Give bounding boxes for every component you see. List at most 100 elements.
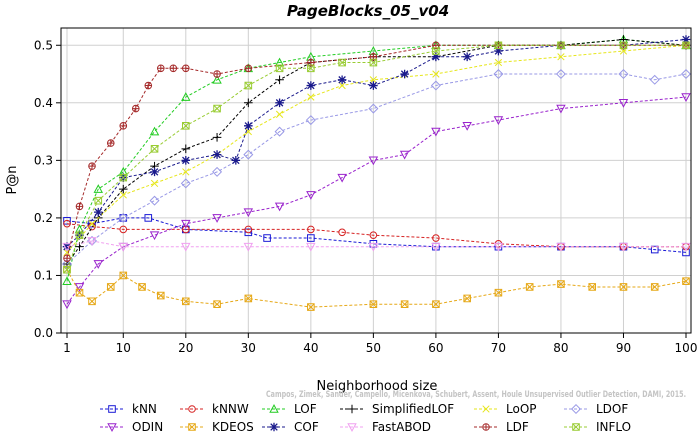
data-point-ldf-2 bbox=[88, 162, 96, 170]
data-point-ldf-0 bbox=[63, 254, 71, 262]
series-line-loop bbox=[66, 44, 687, 253]
series-inflo bbox=[63, 41, 690, 274]
data-point-inflo-12 bbox=[432, 47, 440, 55]
y-tick-label-0: 0.0 bbox=[34, 326, 53, 340]
data-point-simplifiedlof-8 bbox=[275, 75, 284, 85]
legend-marker-knnw bbox=[188, 405, 196, 413]
x-axis-label: Neighborhood size bbox=[317, 379, 438, 394]
citation-text: Campos, Zimek, Sander, Campello, Micenko… bbox=[266, 390, 686, 400]
data-point-kdeos-21 bbox=[682, 277, 690, 286]
data-point-inflo-4 bbox=[150, 145, 159, 153]
data-point-kdeos-15 bbox=[494, 288, 503, 297]
data-point-inflo-11 bbox=[369, 58, 378, 67]
data-point-kdeos-10 bbox=[307, 303, 315, 311]
data-point-ldof-10 bbox=[430, 80, 441, 91]
data-point-ldof-11 bbox=[493, 69, 504, 80]
legend-marker-loop bbox=[482, 405, 490, 413]
data-point-fastabod-4 bbox=[243, 242, 254, 252]
data-point-kdeos-8 bbox=[213, 300, 221, 309]
y-axis-label: P@n bbox=[5, 165, 20, 194]
y-tick-label-4: 0.4 bbox=[34, 96, 53, 110]
data-point-odin-12 bbox=[399, 150, 410, 160]
data-point-fastabod-0 bbox=[62, 242, 72, 252]
data-point-kdeos-14 bbox=[463, 294, 471, 303]
data-point-ldof-14 bbox=[649, 74, 660, 85]
data-point-loop-7 bbox=[275, 110, 284, 118]
data-point-knn-3 bbox=[144, 214, 153, 222]
x-tick-label-5: 50 bbox=[366, 341, 381, 355]
legend-marker-lof bbox=[269, 404, 279, 413]
data-point-loop-10 bbox=[369, 76, 378, 84]
data-point-kdeos-1 bbox=[75, 288, 84, 297]
x-tick-label-6: 60 bbox=[428, 341, 443, 355]
data-point-loop-2 bbox=[119, 191, 127, 199]
data-point-fastabod-6 bbox=[368, 242, 379, 252]
legend-item-loop: LoOP bbox=[474, 402, 537, 416]
data-point-cof-7 bbox=[231, 156, 241, 165]
data-point-ldf-6 bbox=[144, 81, 153, 90]
data-point-inflo-7 bbox=[244, 81, 253, 90]
data-point-cof-14 bbox=[431, 52, 441, 62]
data-point-knnw-7 bbox=[369, 231, 378, 239]
legend-marker-knn bbox=[108, 405, 116, 413]
data-point-odin-6 bbox=[212, 214, 222, 223]
data-point-ldof-2 bbox=[118, 212, 129, 223]
data-point-fastabod-5 bbox=[306, 242, 316, 252]
legend-label-simplifiedlof: SimplifiedLOF bbox=[372, 402, 454, 416]
data-point-inflo-6 bbox=[213, 104, 221, 113]
data-point-odin-18 bbox=[681, 93, 691, 103]
data-point-odin-11 bbox=[368, 156, 379, 166]
legend-item-ldf: LDF bbox=[474, 420, 529, 434]
data-point-ldof-4 bbox=[180, 178, 191, 189]
x-tick-label-0: 1 bbox=[63, 341, 71, 355]
x-tick-label-8: 80 bbox=[553, 341, 568, 355]
data-point-kdeos-17 bbox=[557, 280, 565, 288]
data-point-kdeos-12 bbox=[400, 300, 409, 309]
data-point-odin-14 bbox=[462, 122, 472, 131]
data-point-odin-5 bbox=[181, 219, 191, 229]
data-point-inflo-13 bbox=[494, 41, 503, 50]
data-point-cof-8 bbox=[244, 121, 253, 131]
data-point-knnw-8 bbox=[432, 234, 440, 242]
x-tick-label-1: 10 bbox=[116, 341, 131, 355]
legend-item-ldof: LDOF bbox=[564, 402, 628, 416]
data-point-ldof-5 bbox=[212, 166, 223, 177]
data-point-inflo-0 bbox=[63, 265, 71, 274]
y-tick-label-3: 0.3 bbox=[34, 153, 53, 167]
data-point-ldf-5 bbox=[131, 104, 140, 113]
series-cof bbox=[62, 35, 691, 251]
data-point-knn-13 bbox=[650, 245, 659, 254]
data-point-kdeos-16 bbox=[525, 283, 534, 291]
data-point-inflo-2 bbox=[94, 196, 103, 205]
data-point-odin-15 bbox=[493, 116, 504, 126]
data-point-fastabod-9 bbox=[556, 242, 566, 252]
legend-marker-ldf bbox=[482, 423, 490, 431]
data-point-cof-6 bbox=[212, 150, 222, 159]
x-tick-label-4: 40 bbox=[303, 341, 318, 355]
x-tick-label-3: 30 bbox=[241, 341, 256, 355]
legend-label-inflo: INFLO bbox=[596, 420, 631, 434]
data-point-cof-11 bbox=[337, 75, 347, 85]
data-point-inflo-5 bbox=[181, 122, 190, 130]
data-point-ldf-4 bbox=[119, 122, 128, 130]
y-tick-label-2: 0.2 bbox=[34, 211, 53, 225]
data-point-ldf-7 bbox=[156, 64, 165, 73]
data-point-kdeos-2 bbox=[88, 297, 96, 306]
data-point-cof-13 bbox=[400, 69, 409, 79]
data-point-odin-13 bbox=[431, 127, 441, 137]
chart-title: PageBlocks_05_v04 bbox=[287, 2, 449, 20]
series-line-ldof bbox=[66, 73, 687, 265]
legend-item-kdeos: KDEOS bbox=[180, 420, 254, 434]
series-fastabod bbox=[62, 237, 691, 252]
legend-marker-odin bbox=[107, 423, 117, 432]
data-point-lof-5 bbox=[181, 92, 191, 101]
data-point-loop-4 bbox=[182, 168, 190, 176]
data-point-inflo-16 bbox=[682, 41, 690, 50]
data-point-odin-9 bbox=[306, 191, 316, 200]
series-line-knn bbox=[66, 217, 687, 253]
legend-label-fastabod: FastABOD bbox=[372, 420, 431, 434]
data-point-cof-12 bbox=[369, 81, 378, 90]
data-point-cof-15 bbox=[462, 52, 472, 62]
series-odin bbox=[62, 93, 691, 310]
series-line-simplifiedlof bbox=[66, 38, 687, 265]
